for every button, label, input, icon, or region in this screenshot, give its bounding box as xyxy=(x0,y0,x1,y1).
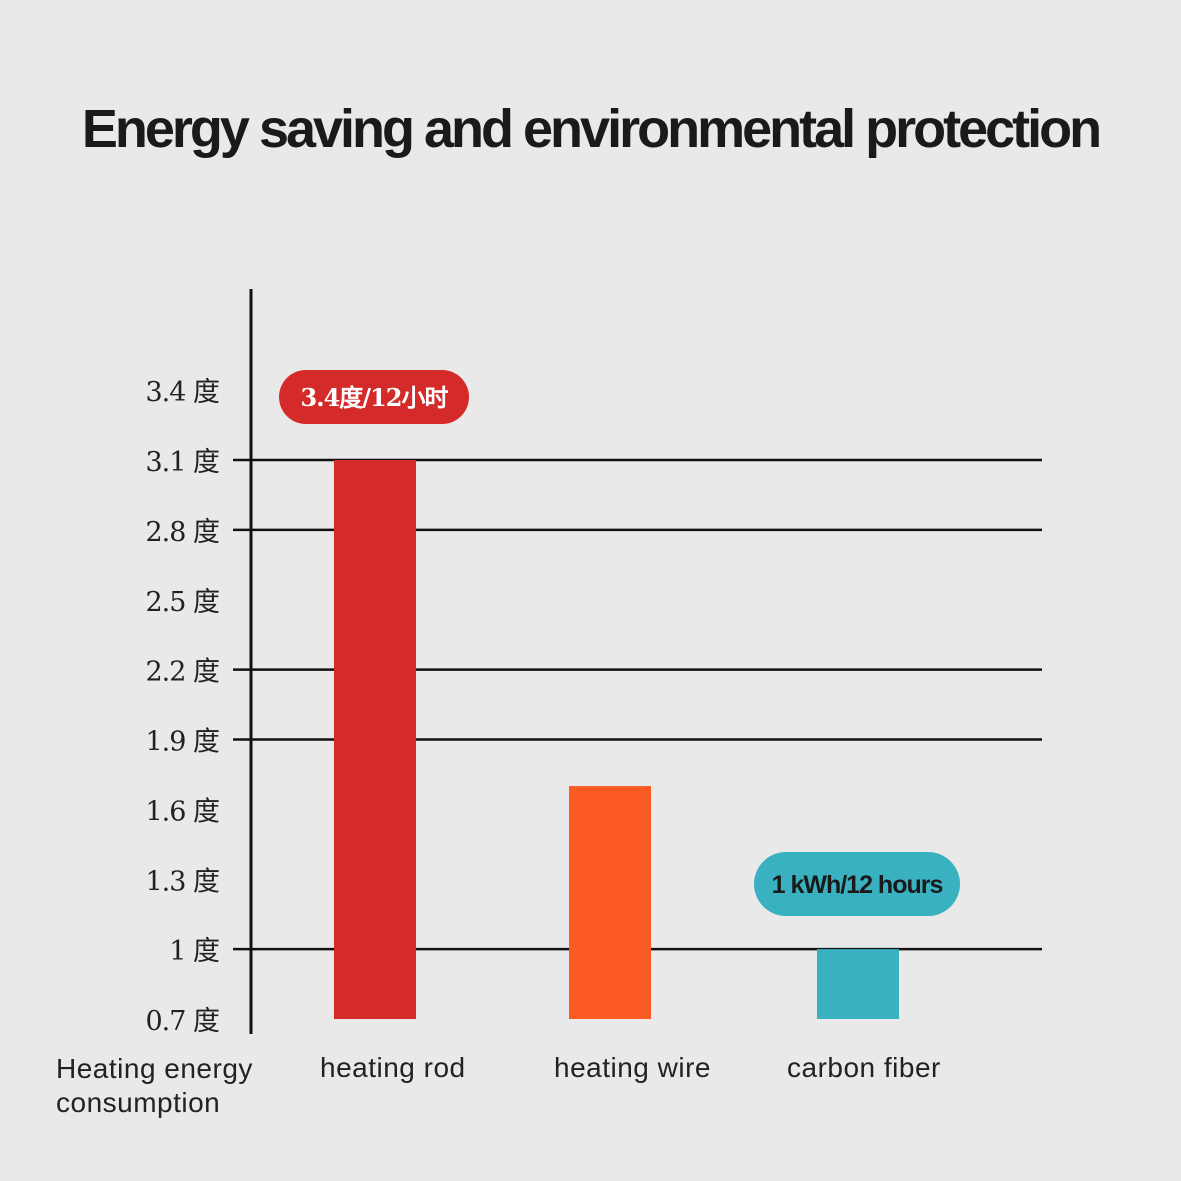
annotation-label-heating-rod: 3.4度/12小时 xyxy=(301,383,449,412)
category-label-carbon-fiber: carbon fiber xyxy=(787,1052,941,1083)
y-tick-label: 1.3 度 xyxy=(145,866,219,897)
category-label-heating-wire: heating wire xyxy=(554,1052,711,1083)
annotation-label-carbon-fiber: 1 kWh/12 hours xyxy=(772,871,943,899)
annotation-pill-heating-rod xyxy=(279,370,469,424)
bar-heating-rod xyxy=(334,460,416,1019)
y-tick-label: 1.6 度 xyxy=(145,796,219,827)
y-tick-label: 3.1 度 xyxy=(145,447,219,478)
y-tick-label: 2.5 度 xyxy=(145,587,219,618)
y-tick-label: 1 度 xyxy=(169,936,219,967)
category-label-heating-rod: heating rod xyxy=(320,1052,466,1083)
annotation-pill-carbon-fiber xyxy=(754,852,960,916)
y-tick-label: 1.9 度 xyxy=(145,727,219,758)
y-tick-label: 3.4 度 xyxy=(145,377,219,408)
chart-title: Energy saving and environmental protecti… xyxy=(81,99,1102,159)
bar-carbon-fiber xyxy=(817,949,899,1019)
y-tick-label: 2.2 度 xyxy=(145,657,219,688)
y-tick-label: 0.7 度 xyxy=(145,1006,219,1037)
x-axis-title: Heating energy consumption xyxy=(56,1053,253,1118)
bar-heating-wire xyxy=(569,786,651,1019)
y-tick-label: 2.8 度 xyxy=(145,517,219,548)
